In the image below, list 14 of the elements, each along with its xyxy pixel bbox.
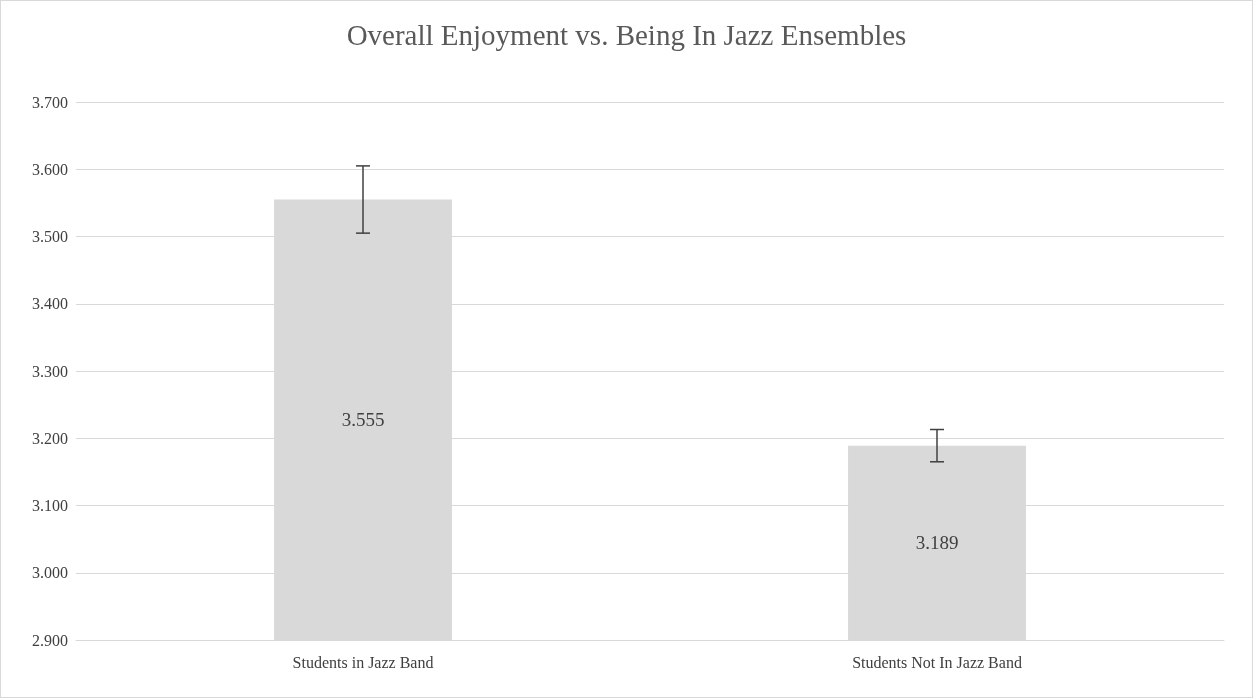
data-label: 3.555: [341, 409, 385, 431]
y-tick-label: 3.100: [32, 497, 68, 514]
x-tick-label: Students in Jazz Band: [292, 653, 434, 671]
data-label: 3.189: [915, 532, 959, 554]
y-tick-label: 2.900: [32, 631, 68, 649]
y-tick-label: 3.200: [32, 429, 68, 447]
y-tick-label: 3.300: [32, 362, 68, 380]
chart-title: Overall Enjoyment vs. Being In Jazz Ensembles: [346, 18, 907, 51]
y-tick-label: 3.400: [32, 295, 68, 313]
y-tick-label: 3.700: [32, 93, 68, 111]
y-tick-label: 3.600: [32, 160, 68, 178]
x-tick-label: Students Not In Jazz Band: [852, 653, 1022, 671]
y-tick-label: 3.000: [32, 564, 68, 582]
y-tick-label: 3.500: [32, 228, 68, 245]
